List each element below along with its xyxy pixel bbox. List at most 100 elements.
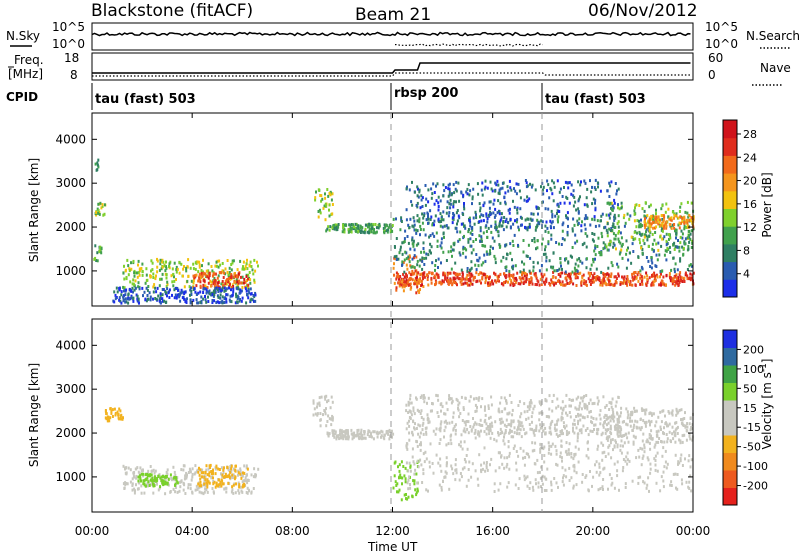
velocity-cell xyxy=(500,430,503,434)
velocity-cell xyxy=(439,422,442,426)
velocity-cell xyxy=(452,427,455,431)
power-cell xyxy=(634,283,637,287)
velocity-cell xyxy=(598,473,601,477)
power-cell xyxy=(154,277,157,281)
velocity-cell xyxy=(223,487,226,491)
velocity-cell xyxy=(416,444,419,448)
velocity-cell xyxy=(531,449,534,453)
power-cell xyxy=(541,188,544,192)
velocity-cell xyxy=(442,480,444,483)
power-cell xyxy=(620,248,623,252)
velocity-cell xyxy=(494,420,497,424)
power-cell xyxy=(155,274,157,278)
velocity-cell xyxy=(633,423,636,427)
velocity-cell xyxy=(648,441,651,445)
power-cell xyxy=(161,297,164,301)
power-cell xyxy=(100,247,103,251)
power-cell xyxy=(465,276,468,280)
power-cell xyxy=(683,221,686,225)
velocity-cell xyxy=(210,476,213,480)
power-cell xyxy=(620,201,623,205)
power-cell xyxy=(116,290,119,294)
velocity-cell xyxy=(653,457,656,461)
velocity-cell xyxy=(540,411,543,415)
velocity-cell xyxy=(228,473,231,477)
velocity-cell xyxy=(178,489,181,493)
power-cell xyxy=(556,218,559,222)
power-cell xyxy=(676,282,679,286)
power-cell xyxy=(165,273,168,277)
power-cell xyxy=(180,291,183,295)
power-cell xyxy=(137,259,140,263)
power-cell xyxy=(683,215,686,219)
power-cell xyxy=(562,283,565,287)
velocity-cell xyxy=(528,407,531,411)
power-cell xyxy=(426,273,429,277)
velocity-cell xyxy=(185,471,188,475)
velocity-cell xyxy=(557,434,559,438)
power-cell xyxy=(551,220,554,224)
power-cell xyxy=(654,220,657,224)
velocity-cell xyxy=(616,428,619,432)
power-cell xyxy=(158,268,161,272)
velocity-cell xyxy=(572,486,575,490)
power-cell xyxy=(561,280,564,284)
power-cell xyxy=(585,280,588,284)
power-cell xyxy=(424,233,427,237)
velocity-cell xyxy=(143,491,146,495)
velocity-cell xyxy=(133,475,136,479)
velocity-cell xyxy=(528,401,531,405)
velocity-cell xyxy=(640,407,643,411)
velocity-cell xyxy=(458,401,461,405)
velocity-cell xyxy=(522,449,525,453)
velocity-cell xyxy=(689,474,692,478)
velocity-cell xyxy=(557,485,559,489)
power-cell xyxy=(508,269,511,273)
power-cell xyxy=(684,237,687,241)
power-cell xyxy=(485,224,488,228)
velocity-cell xyxy=(383,433,386,437)
power-cell xyxy=(566,181,569,185)
velocity-cell xyxy=(129,480,132,484)
velocity-cell xyxy=(221,473,224,477)
power-cell xyxy=(431,272,433,276)
power-cell xyxy=(253,299,255,303)
power-cell xyxy=(496,229,499,233)
colorbar-swatch xyxy=(723,120,737,139)
power-cell xyxy=(354,222,357,226)
power-cell xyxy=(245,301,248,305)
power-cell xyxy=(216,284,219,288)
power-cell xyxy=(520,216,523,220)
velocity-cell xyxy=(175,478,178,482)
power-cell xyxy=(478,220,481,224)
power-cell xyxy=(445,211,448,215)
velocity-cell xyxy=(472,425,475,429)
power-cell xyxy=(661,229,664,233)
power-cell xyxy=(207,276,210,280)
velocity-cell xyxy=(602,443,605,447)
power-cell xyxy=(644,226,647,230)
power-cell xyxy=(568,181,571,185)
velocity-cell xyxy=(174,483,176,487)
velocity-cell xyxy=(525,417,528,421)
velocity-cell xyxy=(407,403,410,407)
velocity-cell xyxy=(342,437,345,441)
velocity-cell xyxy=(518,477,521,481)
power-cell xyxy=(162,260,165,264)
power-cell xyxy=(482,261,485,265)
velocity-cell xyxy=(490,457,493,461)
power-cell xyxy=(540,185,542,189)
power-cell xyxy=(236,268,239,272)
power-cell xyxy=(687,215,690,219)
velocity-cell xyxy=(672,437,675,441)
power-cell xyxy=(405,218,408,222)
power-cell xyxy=(626,278,629,282)
power-cell xyxy=(192,281,195,285)
velocity-cell xyxy=(445,464,448,468)
velocity-cell xyxy=(173,470,176,474)
power-cell xyxy=(152,290,155,294)
power-cell xyxy=(444,276,447,280)
power-cell xyxy=(447,279,450,282)
velocity-cell xyxy=(610,416,613,420)
power-cell xyxy=(114,293,117,297)
